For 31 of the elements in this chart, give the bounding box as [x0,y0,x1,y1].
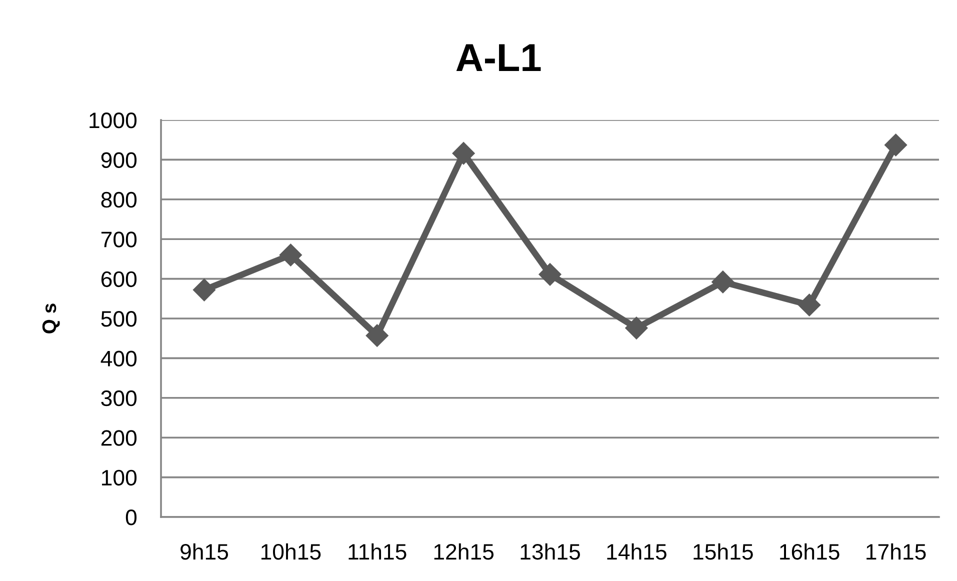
chart-title: A-L1 [456,44,541,72]
point [712,270,734,294]
point [884,134,908,156]
point [625,316,648,340]
x-tick-label: 16h15 [780,543,840,560]
x-tick-label: 15h15 [694,543,753,560]
y-tick-label: 600 [101,271,137,288]
y-tick-label: 0 [126,510,137,526]
x-tick-label: 11h15 [348,543,406,560]
y-tick-label: 100 [102,470,137,486]
y-axis-title: Q s [42,304,60,334]
y-tick-label: 800 [101,192,137,208]
y-tick-label: 400 [100,350,137,366]
point [538,263,562,286]
point [452,142,475,165]
x-tick-label: 9h15 [180,543,228,560]
y-tick-label: 500 [101,311,137,327]
x-tick-label: 14h15 [607,543,666,560]
x-tick-label: 12h15 [434,543,494,560]
x-tick-label: 13h15 [520,543,580,560]
point [798,294,821,316]
x-tick-label: 17h15 [866,543,926,560]
y-tick-label: 300 [101,390,137,406]
point [366,324,388,347]
y-tick-label: 900 [101,152,137,168]
y-tick-label: 700 [101,232,137,248]
y-tick-label: 1000 [90,112,137,128]
point [192,278,216,302]
point [279,244,302,266]
x-tick-label: 10h15 [261,543,321,560]
y-tick-label: 200 [101,430,137,446]
